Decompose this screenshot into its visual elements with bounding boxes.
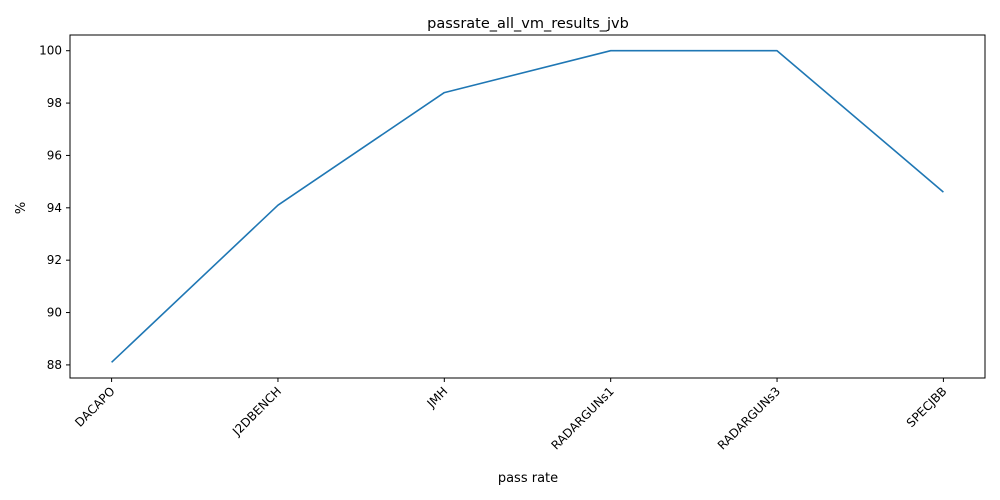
y-tick-label: 98: [47, 96, 62, 110]
x-tick-label: DACAPO: [72, 384, 117, 429]
x-axis-title: pass rate: [498, 471, 558, 486]
x-tick-label: SPECJBB: [904, 384, 950, 430]
y-tick-label: 88: [47, 358, 62, 372]
plot-area: [111, 49, 944, 363]
chart-title: passrate_all_vm_results_jvb: [427, 16, 629, 32]
x-tick-label: JMH: [424, 384, 451, 411]
x-axis: DACAPO J2DBENCH JMH RADARGUNs1 RADARGUNs3 SPE…: [72, 378, 950, 453]
y-axis-title: %: [14, 202, 29, 214]
x-tick-label: RADARGUNs1: [549, 384, 617, 452]
y-axis: 88 90 92 94 96 98 100: [39, 44, 70, 372]
y-tick-label: 94: [47, 201, 62, 215]
y-tick-label: 92: [47, 253, 62, 267]
series-line: [111, 49, 944, 363]
plot-frame: [69, 34, 986, 379]
y-tick-label: 96: [47, 148, 62, 162]
x-tick-label: RADARGUNs3: [715, 384, 783, 452]
y-tick-label: 100: [39, 44, 62, 58]
x-tick-label: J2DBENCH: [229, 384, 284, 439]
y-tick-label: 90: [47, 306, 62, 320]
